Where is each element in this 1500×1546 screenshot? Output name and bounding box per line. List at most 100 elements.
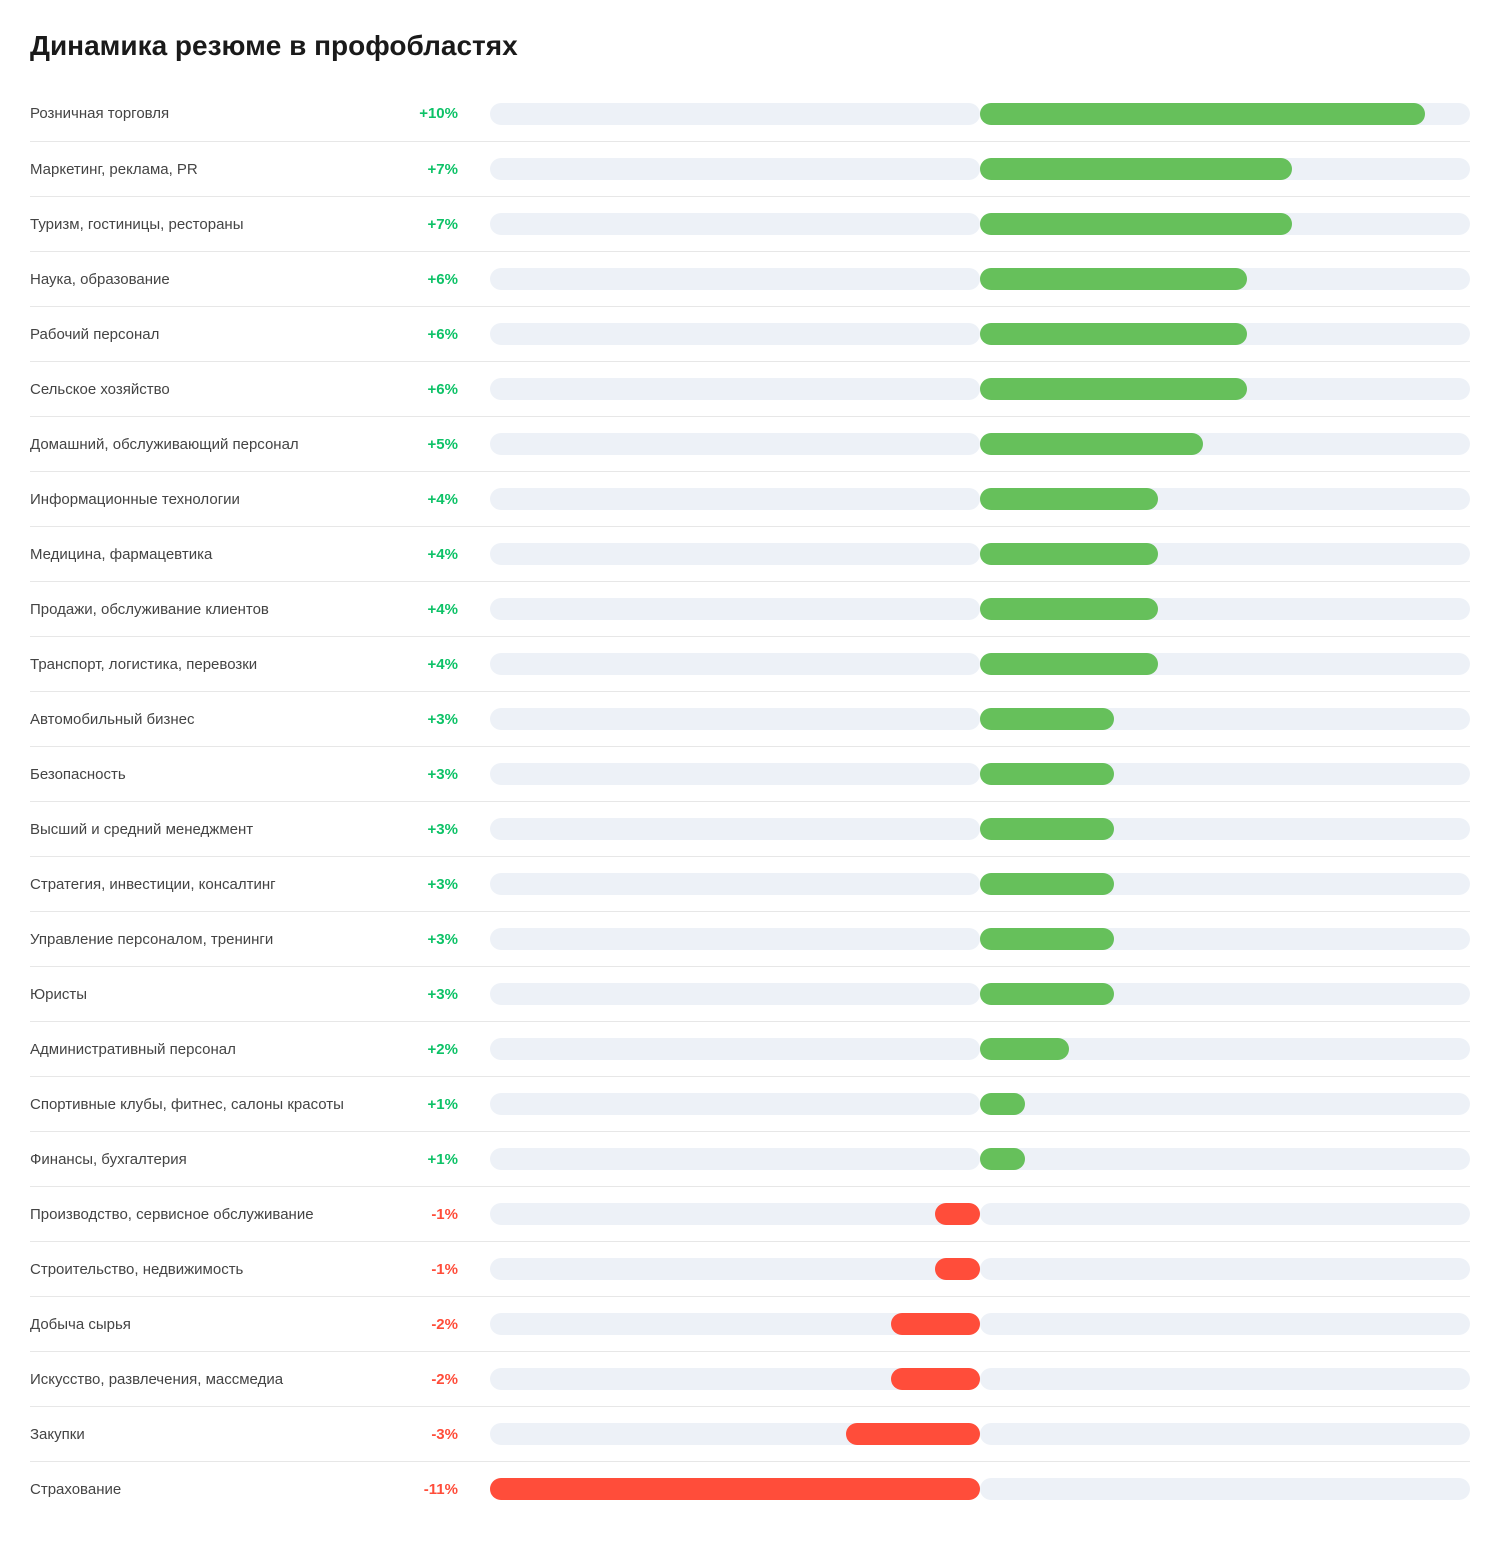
row-label: Розничная торговля [30,105,410,122]
row-label: Рабочий персонал [30,326,410,343]
row-value: +10% [410,105,490,122]
row-value: +2% [410,1041,490,1058]
row-value: -2% [410,1316,490,1333]
chart-row: Добыча сырья -2% [30,1296,1470,1351]
bar-fill-positive [980,653,1158,675]
bar-fill-positive [980,323,1247,345]
bar-positive-half [980,1148,1470,1170]
chart-row: Маркетинг, реклама, PR +7% [30,141,1470,196]
bar-zone [490,873,1470,895]
row-label: Транспорт, логистика, перевозки [30,656,410,673]
row-value: +6% [410,326,490,343]
bar-positive-half [980,1258,1470,1280]
chart-row: Транспорт, логистика, перевозки +4% [30,636,1470,691]
row-label: Административный персонал [30,1041,410,1058]
bar-zone [490,213,1470,235]
bar-positive-half [980,653,1470,675]
bar-track-positive [980,1258,1470,1280]
bar-zone [490,818,1470,840]
row-value: -2% [410,1371,490,1388]
bar-fill-positive [980,378,1247,400]
bar-negative-half [490,323,980,345]
row-value: +3% [410,766,490,783]
row-value: +7% [410,161,490,178]
bar-fill-positive [980,1093,1025,1115]
bar-track-negative [490,488,980,510]
row-label: Автомобильный бизнес [30,711,410,728]
bar-negative-half [490,928,980,950]
bar-zone [490,1148,1470,1170]
row-label: Производство, сервисное обслуживание [30,1206,410,1223]
bar-positive-half [980,873,1470,895]
row-value: +7% [410,216,490,233]
chart-rows: Розничная торговля +10% Маркетинг, рекла… [30,86,1470,1516]
row-label: Стратегия, инвестиции, консалтинг [30,876,410,893]
bar-zone [490,928,1470,950]
bar-positive-half [980,1313,1470,1335]
bar-zone [490,543,1470,565]
bar-negative-half [490,763,980,785]
bar-track-negative [490,1203,980,1225]
chart-row: Розничная торговля +10% [30,86,1470,141]
chart-row: Продажи, обслуживание клиентов +4% [30,581,1470,636]
row-value: -11% [410,1481,490,1498]
bar-track-negative [490,213,980,235]
row-label: Финансы, бухгалтерия [30,1151,410,1168]
bar-negative-half [490,378,980,400]
bar-negative-half [490,1313,980,1335]
bar-fill-positive [980,983,1114,1005]
row-label: Сельское хозяйство [30,381,410,398]
bar-positive-half [980,1478,1470,1500]
bar-zone [490,1093,1470,1115]
chart-row: Стратегия, инвестиции, консалтинг +3% [30,856,1470,911]
chart-title: Динамика резюме в профобластях [30,30,1470,62]
bar-positive-half [980,268,1470,290]
bar-track-negative [490,928,980,950]
bar-positive-half [980,983,1470,1005]
bar-negative-half [490,268,980,290]
bar-track-negative [490,323,980,345]
bar-positive-half [980,378,1470,400]
bar-negative-half [490,1368,980,1390]
bar-positive-half [980,158,1470,180]
bar-fill-positive [980,873,1114,895]
bar-positive-half [980,213,1470,235]
bar-fill-negative [891,1368,980,1390]
bar-track-positive [980,1203,1470,1225]
chart-row: Безопасность +3% [30,746,1470,801]
row-value: +1% [410,1096,490,1113]
row-value: +3% [410,821,490,838]
bar-positive-half [980,1203,1470,1225]
bar-track-positive [980,1093,1470,1115]
row-label: Искусство, развлечения, массмедиа [30,1371,410,1388]
chart-row: Страхование -11% [30,1461,1470,1516]
chart-row: Сельское хозяйство +6% [30,361,1470,416]
row-label: Страхование [30,1481,410,1498]
row-label: Информационные технологии [30,491,410,508]
bar-negative-half [490,158,980,180]
bar-negative-half [490,1478,980,1500]
chart-row: Производство, сервисное обслуживание -1% [30,1186,1470,1241]
bar-track-negative [490,763,980,785]
row-value: +6% [410,381,490,398]
bar-positive-half [980,1038,1470,1060]
bar-positive-half [980,323,1470,345]
bar-track-negative [490,103,980,125]
chart-row: Туризм, гостиницы, рестораны +7% [30,196,1470,251]
bar-zone [490,1478,1470,1500]
bar-track-negative [490,1148,980,1170]
bar-fill-positive [980,433,1203,455]
row-label: Медицина, фармацевтика [30,546,410,563]
bar-zone [490,598,1470,620]
row-value: +6% [410,271,490,288]
bar-track-negative [490,378,980,400]
bar-zone [490,268,1470,290]
bar-zone [490,653,1470,675]
bar-negative-half [490,598,980,620]
chart-row: Юристы +3% [30,966,1470,1021]
bar-fill-positive [980,598,1158,620]
bar-fill-negative [935,1258,980,1280]
bar-track-negative [490,543,980,565]
row-label: Закупки [30,1426,410,1443]
chart-row: Строительство, недвижимость -1% [30,1241,1470,1296]
